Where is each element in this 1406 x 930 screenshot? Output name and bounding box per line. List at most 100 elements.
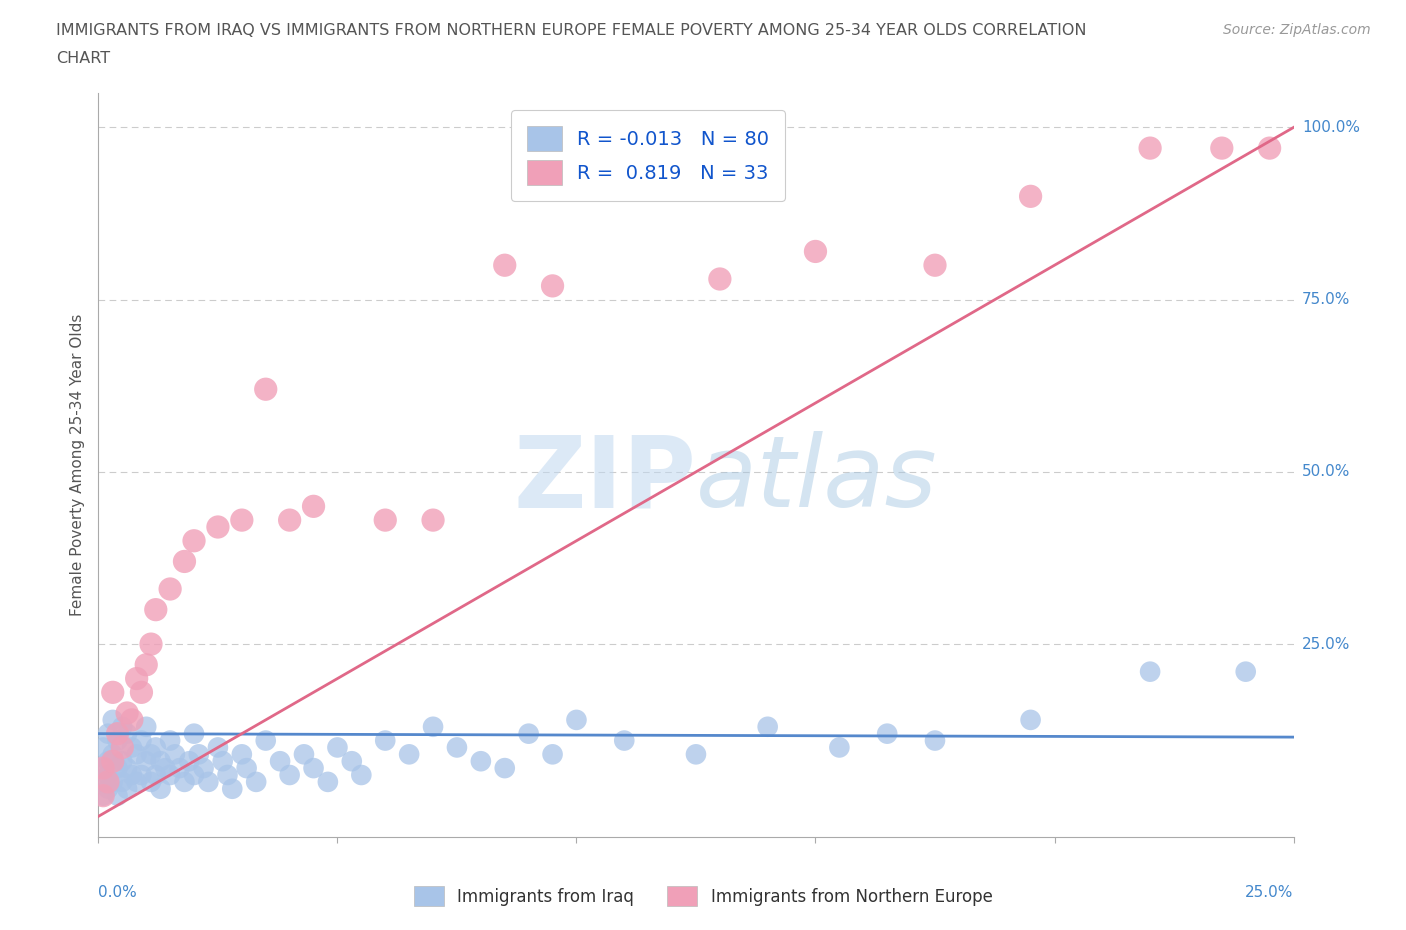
Point (97, 754, 120, 769)
Point (173, 554, 195, 569)
Point (1258, 140, 1281, 155)
Point (101, 712, 124, 727)
Point (269, 754, 291, 769)
Point (422, 719, 444, 734)
Point (924, 258, 946, 272)
Text: 0.0%: 0.0% (98, 885, 138, 900)
Point (179, 754, 201, 769)
Point (111, 754, 134, 769)
Point (131, 684, 153, 699)
Point (111, 719, 134, 734)
Point (292, 747, 315, 762)
Point (91, 761, 114, 776)
Point (155, 761, 177, 776)
Point (135, 658, 157, 672)
Point (125, 747, 148, 762)
Point (97, 775, 120, 790)
Point (302, 498, 325, 513)
Point (145, 603, 167, 618)
Point (326, 740, 349, 755)
Text: atlas: atlas (696, 432, 938, 528)
Point (340, 754, 363, 769)
Point (101, 754, 124, 769)
Point (149, 781, 172, 796)
Point (149, 754, 172, 769)
Point (107, 789, 129, 804)
Point (97, 767, 120, 782)
Point (139, 637, 162, 652)
Point (101, 747, 124, 762)
Text: CHART: CHART (56, 51, 110, 66)
Point (350, 767, 373, 782)
Point (97, 726, 120, 741)
Text: IMMIGRANTS FROM IRAQ VS IMMIGRANTS FROM NORTHERN EUROPE FEMALE POVERTY AMONG 25-: IMMIGRANTS FROM IRAQ VS IMMIGRANTS FROM … (56, 23, 1087, 38)
Point (1139, 664, 1161, 679)
Point (125, 775, 148, 790)
Point (131, 733, 153, 748)
Point (235, 761, 257, 776)
Point (97, 781, 120, 796)
Text: ZIP: ZIP (513, 432, 696, 528)
Point (254, 382, 277, 397)
Point (217, 767, 239, 782)
Point (685, 747, 707, 762)
Point (91, 761, 114, 776)
Point (876, 726, 898, 741)
Point (121, 740, 143, 755)
Legend: R = -0.013   N = 80, R =  0.819   N = 33: R = -0.013 N = 80, R = 0.819 N = 33 (512, 110, 785, 201)
Point (1139, 140, 1161, 155)
Point (541, 747, 564, 762)
Point (125, 671, 148, 686)
Point (828, 740, 851, 755)
Point (145, 767, 167, 782)
Y-axis label: Female Poverty Among 25-34 Year Olds: Female Poverty Among 25-34 Year Olds (69, 313, 84, 617)
Point (183, 767, 205, 782)
Point (446, 740, 468, 755)
Point (121, 712, 143, 727)
Point (131, 767, 153, 782)
Point (121, 767, 143, 782)
Point (183, 726, 205, 741)
Point (115, 726, 138, 741)
Point (159, 767, 181, 782)
Point (565, 712, 588, 727)
Point (91, 789, 114, 804)
Point (111, 740, 134, 755)
Point (107, 733, 129, 748)
Point (1211, 140, 1233, 155)
Point (107, 761, 129, 776)
Point (221, 781, 243, 796)
Text: 100.0%: 100.0% (1302, 120, 1360, 135)
Point (159, 581, 181, 596)
Point (139, 775, 162, 790)
Point (111, 775, 134, 790)
Point (145, 740, 167, 755)
Point (254, 733, 277, 748)
Text: 75.0%: 75.0% (1302, 292, 1350, 307)
Text: 25.0%: 25.0% (1302, 637, 1350, 652)
Point (231, 512, 253, 527)
Point (374, 512, 396, 527)
Point (101, 775, 124, 790)
Text: Source: ZipAtlas.com: Source: ZipAtlas.com (1223, 23, 1371, 37)
Point (135, 754, 157, 769)
Point (115, 761, 138, 776)
Point (374, 733, 396, 748)
Point (709, 272, 731, 286)
Point (91, 789, 114, 804)
Point (1019, 189, 1042, 204)
Point (91, 775, 114, 790)
Point (115, 781, 138, 796)
Point (183, 533, 205, 548)
Point (193, 761, 215, 776)
Point (169, 761, 191, 776)
Point (173, 775, 195, 790)
Point (187, 747, 209, 762)
Point (107, 726, 129, 741)
Point (278, 512, 301, 527)
Text: 25.0%: 25.0% (1246, 885, 1294, 900)
Text: 50.0%: 50.0% (1302, 464, 1350, 479)
Point (924, 733, 946, 748)
Point (316, 775, 339, 790)
Point (422, 512, 444, 527)
